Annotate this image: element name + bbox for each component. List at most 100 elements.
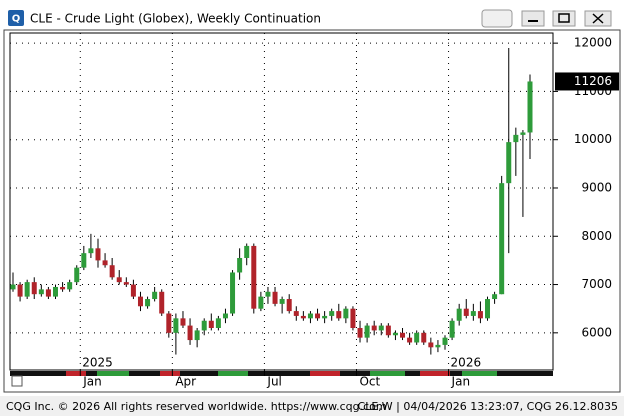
footer-left: CQG Inc. © 2026 All rights reserved worl… — [6, 400, 387, 413]
candle-body — [286, 299, 292, 312]
year-label: 2025 — [82, 356, 113, 370]
y-tick-label: 12000 — [574, 36, 612, 50]
candle-body — [173, 318, 179, 333]
candle-body — [137, 296, 143, 307]
candle-body — [527, 81, 533, 133]
candle-body — [435, 344, 441, 348]
candle-body — [506, 142, 512, 184]
candle-body — [52, 286, 58, 297]
candle-body — [95, 248, 101, 261]
candle-body — [251, 245, 257, 309]
y-tick-label: 6000 — [581, 325, 612, 339]
candle-body — [456, 308, 462, 321]
candle-body — [300, 315, 306, 319]
x-tick-label: Apr — [175, 375, 196, 389]
candle-body — [81, 253, 87, 268]
candle-body — [272, 291, 278, 304]
candle-body — [307, 313, 313, 319]
candle-body — [67, 282, 73, 290]
candle-body — [152, 291, 158, 300]
candle-body — [201, 320, 207, 331]
candle-body — [237, 257, 243, 273]
candle-body — [109, 265, 115, 278]
last-price-box — [555, 72, 619, 91]
candle-body — [222, 313, 228, 319]
candle-body — [428, 342, 434, 348]
candle-body — [215, 318, 221, 328]
app-icon-glyph: Q — [12, 14, 21, 25]
candle-body — [400, 332, 406, 338]
candle-body — [31, 282, 37, 295]
candle-body — [463, 308, 469, 316]
candle-body — [24, 282, 30, 297]
x-tick-label: Oct — [359, 375, 380, 389]
candle-body — [123, 282, 129, 285]
candle-body — [485, 299, 491, 319]
month-band-seg — [160, 371, 180, 376]
candle-body — [208, 320, 214, 328]
candle-body — [477, 311, 483, 319]
y-tick-label: 8000 — [581, 229, 612, 243]
month-band-seg — [462, 371, 497, 376]
month-band-seg — [218, 371, 248, 376]
candle-body — [10, 284, 16, 290]
candle-body — [414, 332, 420, 343]
footer-right: CLE,W | 04/04/2026 13:23:07, CQG 26.12.8… — [358, 400, 618, 413]
x-tick-label: Jul — [266, 375, 281, 389]
month-band — [10, 371, 553, 376]
candle-body — [279, 299, 285, 304]
window-title: CLE - Crude Light (Globex), Weekly Conti… — [30, 12, 321, 26]
candle-body — [378, 325, 384, 331]
candle-body — [74, 267, 80, 283]
plot-frame — [9, 32, 554, 371]
candle-body — [442, 337, 448, 345]
candle-body — [180, 318, 186, 326]
candle-body — [470, 311, 476, 316]
candle-body — [230, 272, 236, 314]
link-button[interactable] — [481, 9, 513, 28]
y-tick-label: 7000 — [581, 277, 612, 291]
candle-body — [88, 248, 94, 254]
candle-body — [244, 245, 250, 258]
candle-body — [258, 296, 264, 309]
x-tick-label: Jan — [82, 375, 102, 389]
candle-body — [385, 325, 391, 336]
candle-body — [336, 311, 342, 319]
last-price-label: 11206 — [574, 74, 612, 88]
candle-body — [322, 315, 328, 319]
candle-body — [159, 291, 165, 314]
candle-body — [194, 330, 200, 341]
candle-body — [492, 294, 498, 300]
y-tick-label: 9000 — [581, 180, 612, 194]
maximize-glyph — [558, 13, 570, 23]
candle-body — [60, 286, 66, 290]
candle-body — [392, 332, 398, 336]
candle-body — [38, 289, 44, 295]
candle-body — [421, 332, 427, 343]
minimize-button[interactable] — [521, 10, 545, 27]
candle-body — [499, 183, 505, 295]
candle-body — [350, 308, 356, 328]
scroll-box[interactable] — [11, 375, 23, 387]
candle-body — [17, 284, 23, 297]
candle-body — [293, 311, 299, 316]
month-band-seg — [370, 371, 405, 376]
candle-body — [116, 277, 122, 283]
close-glyph — [592, 13, 604, 24]
candle-body — [145, 299, 151, 307]
month-band-seg — [310, 371, 340, 376]
candle-body — [102, 260, 108, 266]
candle-body — [265, 291, 271, 297]
status-bar — [0, 396, 624, 416]
month-band-seg — [420, 371, 450, 376]
candle-body — [407, 337, 413, 343]
candle-body — [329, 311, 335, 316]
y-tick-label: 10000 — [574, 132, 612, 146]
candle-body — [520, 132, 526, 135]
candle-body — [166, 313, 172, 333]
candle-body — [357, 327, 363, 338]
candle-body — [449, 320, 455, 338]
candle-body — [315, 313, 321, 319]
month-band-seg — [66, 371, 86, 376]
